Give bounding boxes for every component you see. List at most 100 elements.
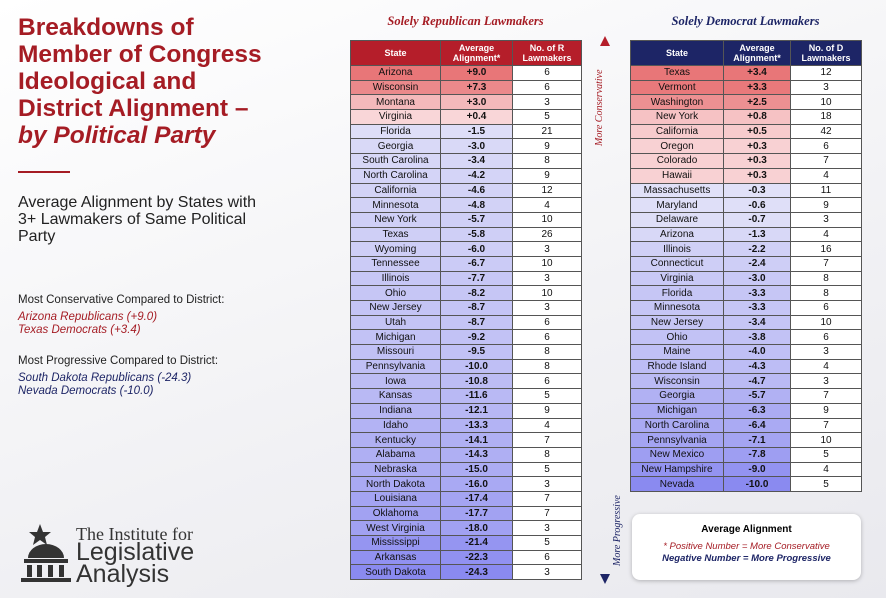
alignment-cell: -6.7: [440, 255, 513, 272]
count-cell: 4: [790, 461, 862, 478]
count-cell: 5: [790, 446, 862, 463]
state-cell: Minnesota: [350, 197, 441, 213]
state-cell: Michigan: [630, 402, 724, 419]
title-line: Breakdowns of: [18, 14, 194, 41]
arrow: More Conservative More Progressive: [594, 36, 623, 584]
count-cell: 6: [512, 79, 582, 96]
alignment-cell: -4.2: [440, 167, 513, 184]
header-row: State Average Alignment* No. of R Lawmaker…: [350, 40, 582, 66]
state-cell: Montana: [350, 94, 441, 111]
count-cell: 7: [790, 417, 862, 434]
row: California -4.6 12: [350, 182, 582, 199]
dem-title: Solely Democrat Lawmakers: [671, 14, 820, 28]
state-cell: Utah: [350, 314, 441, 331]
state-cell: Rhode Island: [630, 358, 724, 375]
count-cell: 10: [512, 285, 582, 301]
count-cell: 3: [512, 241, 582, 257]
count-cell: 3: [512, 520, 582, 536]
state-cell: Texas: [350, 226, 441, 243]
progressive-item: South Dakota Republicans (-24.3): [18, 372, 192, 384]
logo-line3: Analysis: [76, 560, 170, 588]
row: Georgia -5.7 7: [630, 388, 862, 404]
alignment-cell: +0.3: [723, 138, 791, 155]
state-cell: Tennessee: [350, 255, 441, 272]
count-cell: 5: [512, 109, 582, 125]
count-cell: 6: [512, 329, 582, 346]
alignment-cell: -9.2: [440, 329, 513, 346]
count-cell: 4: [512, 197, 582, 213]
alignment-cell: -0.3: [723, 182, 791, 199]
row: Arizona +9.0 6: [350, 65, 582, 81]
alignment-cell: -12.1: [440, 402, 513, 419]
row: Alabama -14.3 8: [350, 446, 582, 463]
state-cell: Illinois: [630, 241, 724, 257]
row: Virginia +0.4 5: [350, 109, 582, 125]
row: Indiana -12.1 9: [350, 402, 582, 419]
state-cell: California: [350, 182, 441, 199]
state-cell: North Dakota: [350, 476, 441, 492]
row: Hawaii +0.3 4: [630, 167, 862, 184]
row: Georgia -3.0 9: [350, 138, 582, 155]
header-cell: State: [350, 40, 441, 66]
alignment-cell: -6.4: [723, 417, 791, 434]
alignment-cell: -8.7: [440, 314, 513, 331]
row: Illinois -2.2 16: [630, 241, 862, 257]
alignment-cell: -7.1: [723, 432, 791, 448]
row: Pennsylvania -7.1 10: [630, 432, 862, 448]
progressive-item: Nevada Democrats (-10.0): [18, 385, 154, 397]
alignment-cell: -6.0: [440, 241, 513, 257]
count-cell: 18: [790, 109, 862, 125]
alignment-cell: -3.0: [440, 138, 513, 155]
alignment-cell: -1.5: [440, 123, 513, 140]
alignment-cell: -4.0: [723, 344, 791, 360]
state-cell: Maine: [630, 344, 724, 360]
count-cell: 4: [512, 417, 582, 434]
alignment-cell: -9.0: [723, 461, 791, 478]
state-cell: Wisconsin: [350, 79, 441, 96]
alignment-cell: -4.7: [723, 373, 791, 390]
alignment-cell: -7.8: [723, 446, 791, 463]
state-cell: Illinois: [350, 270, 441, 287]
dem-table: State Average Alignment* No. of D Lawmaker…: [630, 40, 862, 492]
count-cell: 4: [790, 358, 862, 375]
count-cell: 9: [790, 402, 862, 419]
state-cell: Michigan: [350, 329, 441, 346]
alignment-cell: -3.3: [723, 285, 791, 301]
row: New York +0.8 18: [630, 109, 862, 125]
count-cell: 3: [790, 211, 862, 228]
state-cell: Wyoming: [350, 241, 441, 257]
count-cell: 7: [512, 490, 582, 507]
alignment-cell: -16.0: [440, 476, 513, 492]
state-cell: New Hampshire: [630, 461, 724, 478]
row: New Mexico -7.8 5: [630, 446, 862, 463]
row: New Jersey -8.7 3: [350, 300, 582, 316]
legend-title: Average Alignment: [701, 524, 792, 535]
alignment-cell: +9.0: [440, 65, 513, 81]
row: Washington +2.5 10: [630, 94, 862, 111]
title-line: Ideological and: [18, 68, 197, 95]
row: Minnesota -3.3 6: [630, 300, 862, 316]
legend-positive: * Positive Number = More Conservative: [663, 541, 830, 552]
arrow-bottom-label: More Progressive: [612, 495, 623, 567]
state-cell: Oregon: [630, 138, 724, 155]
row: Louisiana -17.4 7: [350, 490, 582, 507]
row: Colorado +0.3 7: [630, 153, 862, 169]
row: Arkansas -22.3 6: [350, 549, 582, 566]
state-cell: Ohio: [630, 329, 724, 346]
row: Arizona -1.3 4: [630, 226, 862, 243]
count-cell: 9: [512, 402, 582, 419]
title-italic: by Political Party: [18, 122, 216, 149]
state-cell: Oklahoma: [350, 505, 441, 522]
state-cell: Vermont: [630, 79, 724, 96]
title-line: Member of Congress: [18, 41, 262, 68]
alignment-cell: -3.3: [723, 300, 791, 316]
header-cell: State: [630, 40, 724, 66]
conservative-heading: Most Conservative Compared to District:: [18, 294, 225, 306]
count-cell: 26: [512, 226, 582, 243]
alignment-cell: +7.3: [440, 79, 513, 96]
state-cell: Minnesota: [630, 300, 724, 316]
alignment-cell: -13.3: [440, 417, 513, 434]
count-cell: 7: [790, 153, 862, 169]
alignment-cell: -18.0: [440, 520, 513, 536]
